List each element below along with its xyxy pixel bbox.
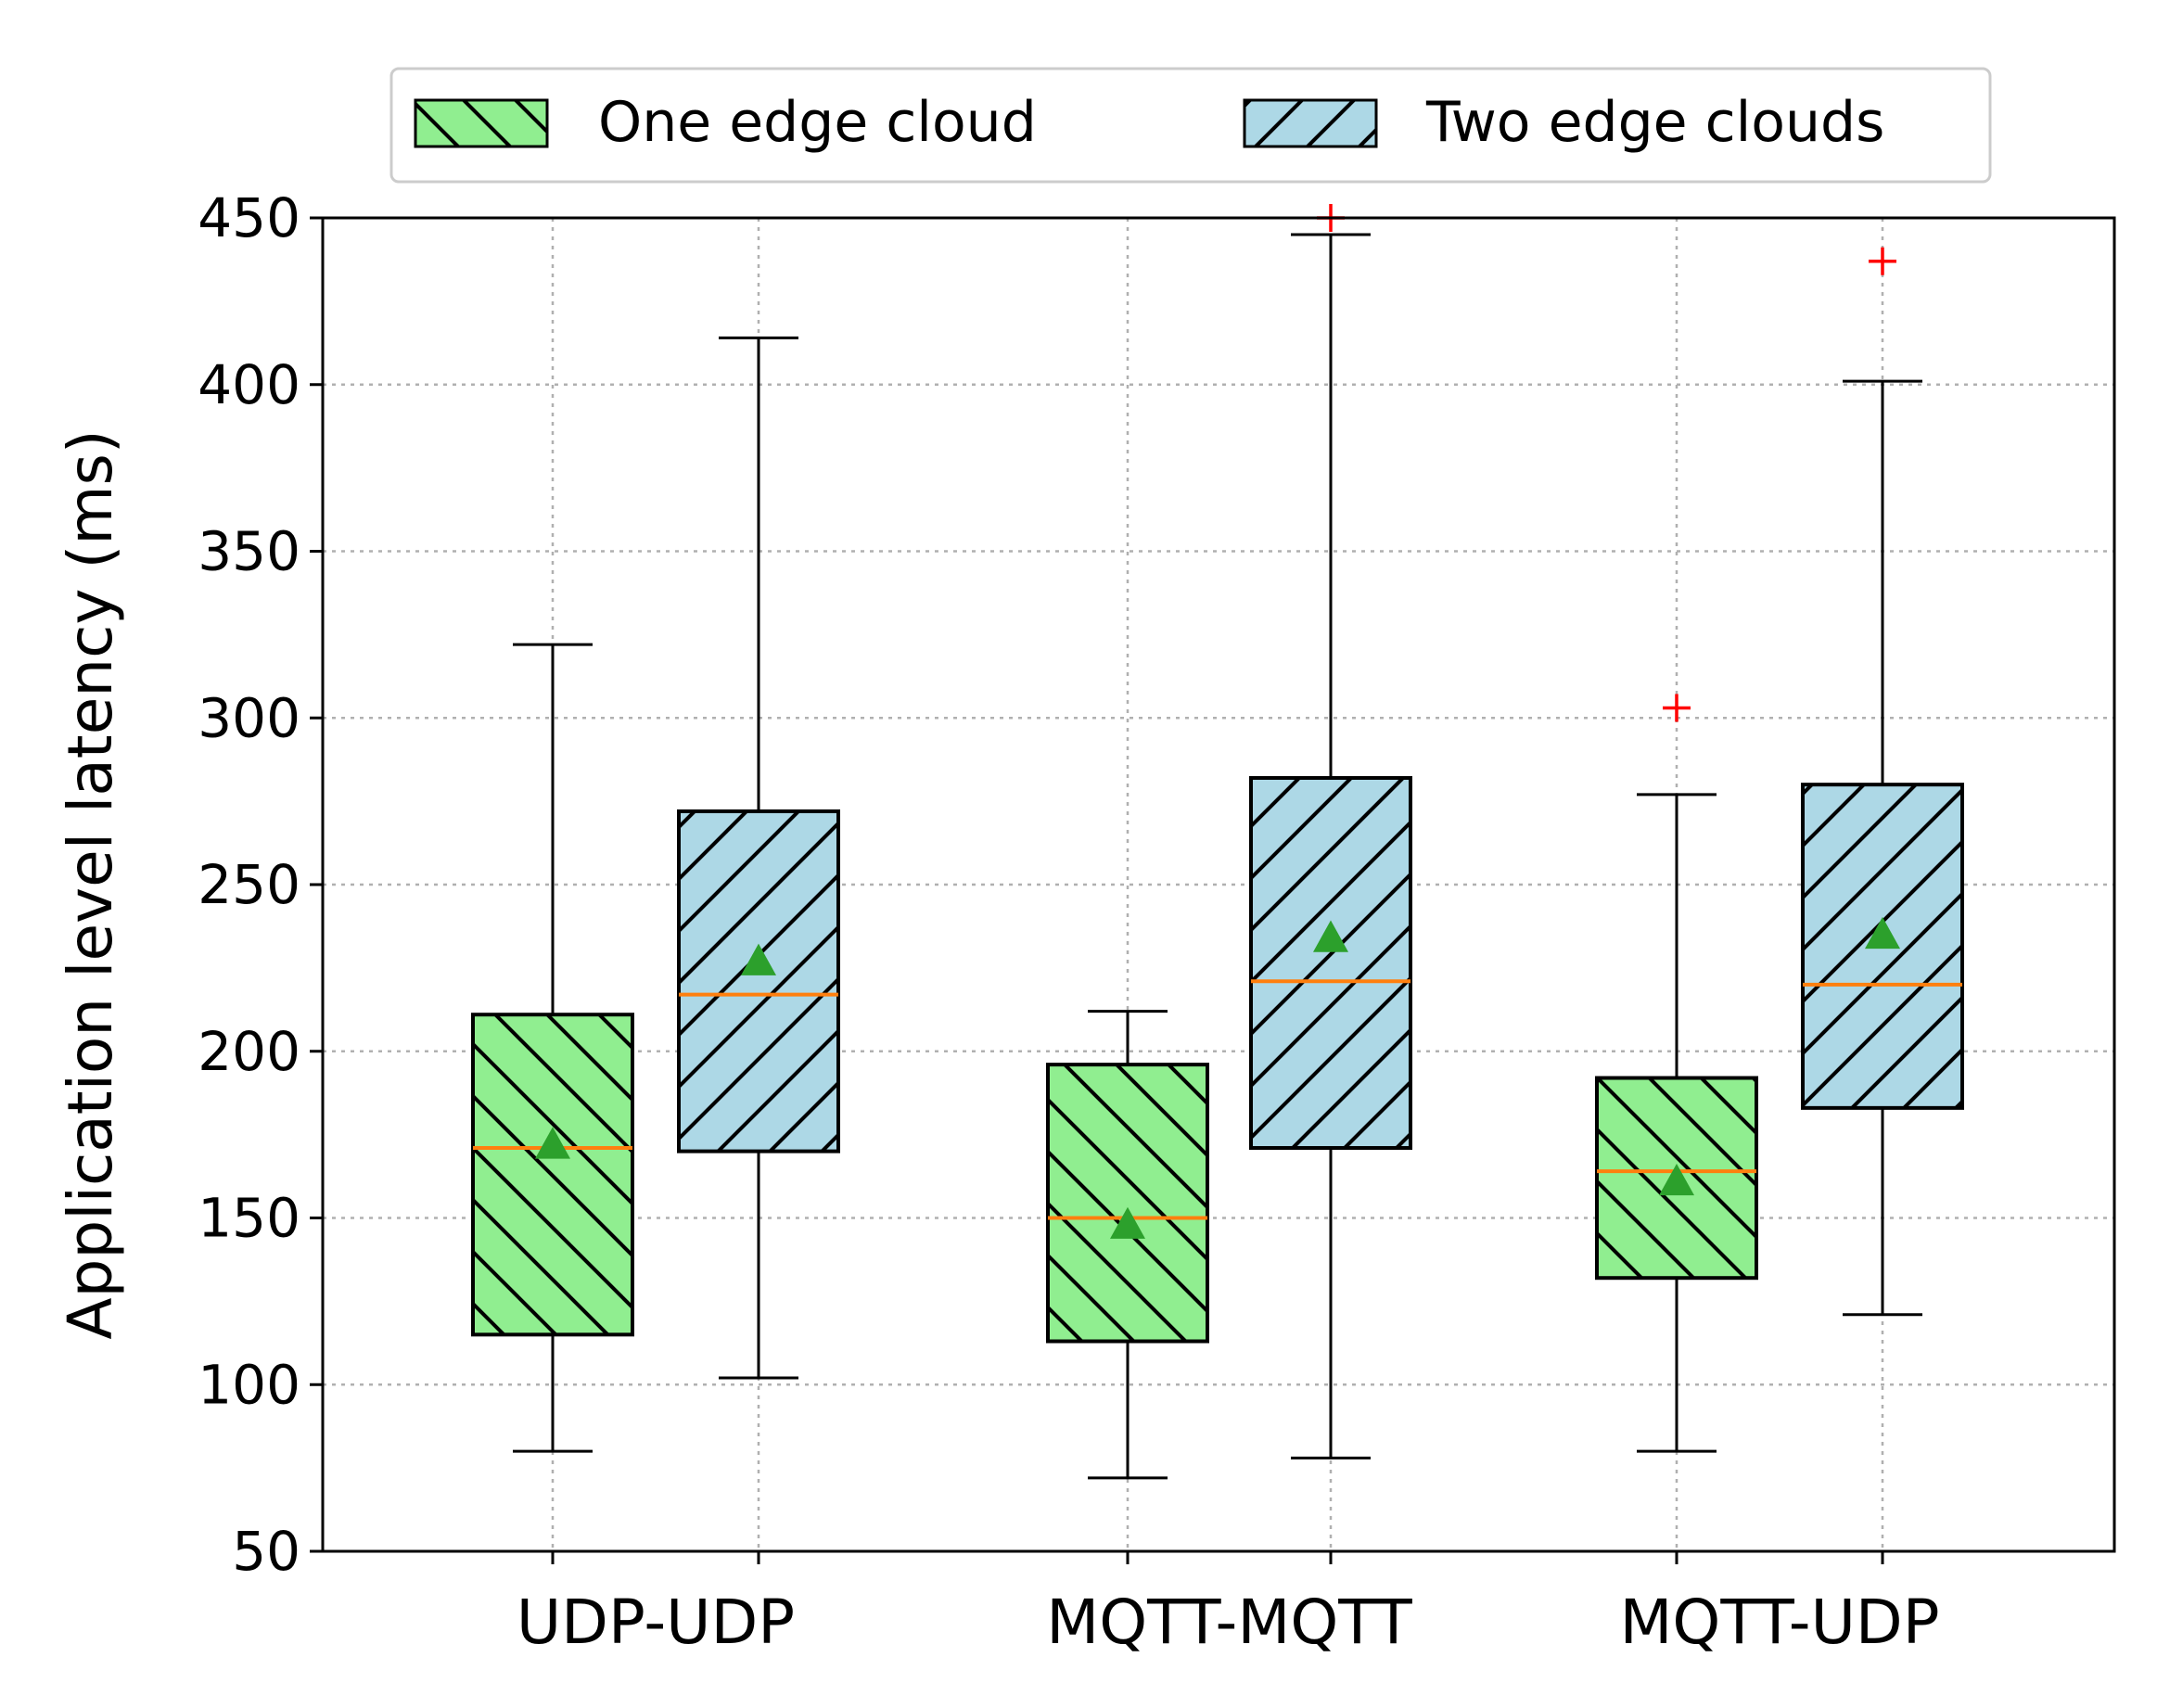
box-one-edge [1046, 1010, 1209, 1480]
y-tick-label: 350 [198, 520, 300, 583]
x-category-label: MQTT-MQTT [1046, 1587, 1412, 1658]
y-tick-label: 250 [198, 853, 300, 916]
mean-marker [741, 943, 776, 975]
y-axis: 50 100 150 200 250 300 350 400 450 [198, 186, 323, 1583]
box-one-edge [471, 643, 634, 1453]
mean-marker [1865, 916, 1900, 950]
y-tick-label: 300 [198, 686, 300, 749]
box-hatch [471, 1013, 634, 1337]
legend-label-two-edge: Two edge clouds [1425, 90, 1884, 155]
legend: One edge cloud Two edge clouds [389, 67, 1992, 184]
box-two-edge [1249, 204, 1412, 1459]
box-hatch [1249, 775, 1412, 1151]
legend-frame [389, 67, 1992, 184]
y-axis-title: Application level latency (ms) [55, 429, 126, 1339]
y-tick-label: 400 [198, 353, 300, 416]
y-tick-label: 150 [198, 1187, 300, 1250]
y-tick-label: 50 [232, 1520, 300, 1583]
mean-marker [1110, 1206, 1145, 1239]
box-one-edge [1595, 694, 1758, 1453]
mean-marker [1659, 1163, 1694, 1196]
mean-marker [1313, 920, 1348, 952]
y-tick-label: 450 [198, 186, 300, 249]
legend-swatch-one-edge-hatch [414, 98, 549, 148]
legend-swatch-two-edge-hatch [1243, 98, 1378, 148]
box-two-edge [677, 336, 840, 1380]
mean-marker [535, 1127, 570, 1159]
y-tick-label: 200 [198, 1020, 300, 1083]
x-category-label: UDP-UDP [517, 1587, 795, 1658]
y-tick-label: 100 [198, 1353, 300, 1416]
boxes-layer [471, 204, 1964, 1480]
x-axis: UDP-UDP MQTT-MQTT MQTT-UDP [517, 1551, 1940, 1658]
x-category-label: MQTT-UDP [1619, 1587, 1939, 1658]
box-two-edge [1801, 247, 1964, 1317]
legend-label-one-edge: One edge cloud [598, 90, 1037, 155]
box-hatch [677, 809, 840, 1154]
box-hatch [1046, 1063, 1209, 1344]
